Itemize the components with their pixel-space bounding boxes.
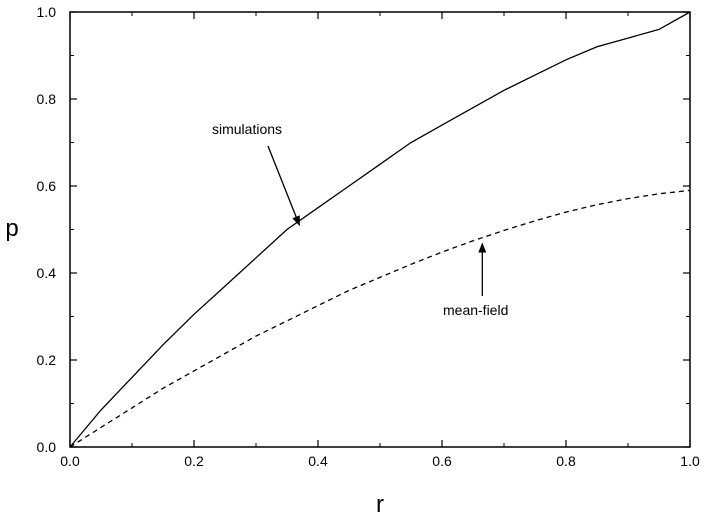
- series-layer: [69, 11, 691, 448]
- x-tick-label: 0.8: [556, 453, 576, 469]
- y-tick-label: 0.6: [37, 178, 57, 194]
- y-tick-label: 0.4: [37, 265, 57, 281]
- x-tick-label: 0.6: [432, 453, 452, 469]
- simulations-arrow: [267, 145, 301, 227]
- x-tick-label: 0.4: [308, 453, 328, 469]
- y-axis-label: p: [5, 215, 18, 242]
- simulations-annotation: simulations: [212, 121, 282, 137]
- mean-field-series-line: [69, 189, 691, 448]
- mean-field-annotation: mean-field: [443, 302, 508, 318]
- x-tick-label: 1.0: [680, 453, 700, 469]
- y-tick-label: 0.8: [37, 91, 57, 107]
- x-axis-ticks: 0.0 0.2 0.4 0.6 0.8 1.0: [60, 12, 700, 469]
- x-tick-label: 0.2: [184, 453, 204, 469]
- plot-frame: [69, 11, 691, 448]
- y-axis-ticks: 0.0 0.2 0.4 0.6 0.8 1.0: [37, 4, 690, 455]
- x-tick-label: 0.0: [60, 453, 80, 469]
- simulations-series-line: [69, 11, 691, 448]
- x-axis-label: r: [376, 491, 384, 518]
- y-tick-label: 1.0: [37, 4, 57, 20]
- y-tick-label: 0.2: [37, 352, 57, 368]
- annotation-layer: simulations mean-field: [212, 121, 508, 318]
- y-tick-label: 0.0: [37, 439, 57, 455]
